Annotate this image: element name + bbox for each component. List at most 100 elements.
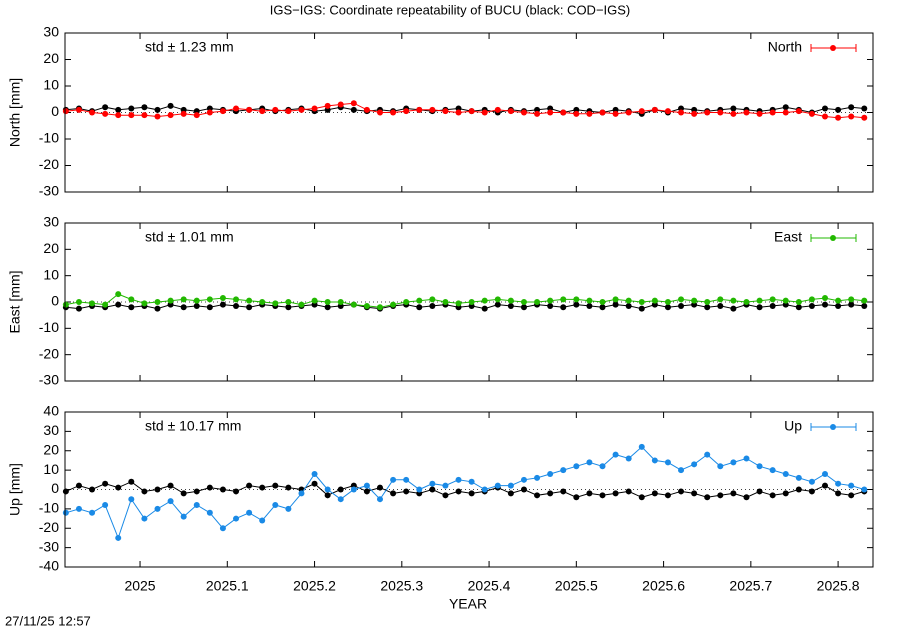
data-point — [337, 486, 344, 493]
data-point — [638, 494, 645, 501]
data-point — [337, 496, 344, 503]
data-point — [717, 492, 724, 499]
data-point — [468, 108, 475, 115]
data-point — [350, 106, 357, 113]
data-point — [756, 488, 763, 495]
data-point — [468, 299, 475, 305]
data-point — [651, 297, 658, 304]
x-tick-label: 2025 — [124, 578, 155, 594]
data-point — [154, 486, 161, 493]
y-tick-label: -20 — [39, 156, 59, 172]
data-point — [848, 104, 855, 111]
data-point — [756, 463, 763, 470]
data-point — [62, 108, 69, 115]
data-point — [743, 299, 750, 305]
data-point — [743, 494, 750, 501]
data-point — [75, 299, 82, 305]
data-point — [664, 304, 671, 311]
data-point — [835, 302, 842, 309]
data-point — [311, 297, 318, 304]
data-point — [206, 484, 213, 491]
data-point — [141, 515, 148, 522]
data-point — [560, 296, 567, 303]
data-point — [717, 296, 724, 303]
data-point — [808, 302, 815, 309]
data-point — [272, 502, 279, 508]
x-tick-label: 2025.2 — [293, 578, 336, 594]
data-point — [128, 496, 135, 503]
x-tick-label: 2025.4 — [468, 578, 511, 594]
y-tick-label: -20 — [39, 345, 59, 361]
y-tick-label: 30 — [43, 422, 59, 438]
data-point — [442, 482, 449, 489]
y-tick-label: -20 — [39, 519, 59, 535]
data-point — [625, 109, 632, 116]
y-tick-label: 10 — [43, 77, 59, 93]
data-point — [154, 505, 161, 512]
data-point — [586, 302, 593, 309]
data-point — [625, 302, 632, 309]
data-point — [115, 106, 122, 113]
data-point — [586, 110, 593, 117]
data-point — [115, 534, 122, 541]
data-point — [625, 455, 632, 462]
y-tick-label: -30 — [39, 183, 59, 199]
data-point — [586, 297, 593, 304]
data-point — [219, 525, 226, 532]
data-point — [429, 106, 436, 113]
data-point — [363, 488, 370, 495]
data-point — [403, 299, 410, 305]
data-point — [664, 108, 671, 115]
data-point — [102, 110, 109, 117]
data-point — [89, 300, 96, 307]
data-point — [822, 295, 829, 302]
data-point — [861, 486, 868, 493]
data-point — [822, 105, 829, 112]
data-point — [272, 106, 279, 113]
data-point — [311, 105, 318, 112]
annotation: std ± 10.17 mm — [145, 418, 241, 434]
data-point — [455, 109, 462, 116]
y-tick-label: -10 — [39, 319, 59, 335]
data-point — [808, 488, 815, 495]
data-point — [311, 471, 318, 477]
data-point — [822, 482, 829, 489]
x-tick-label: 2025.1 — [206, 578, 249, 594]
data-point — [115, 291, 122, 298]
data-point — [769, 296, 776, 303]
legend-label: East — [774, 229, 802, 245]
data-point — [154, 106, 161, 113]
data-point — [534, 474, 541, 481]
data-point — [599, 492, 606, 499]
data-point — [494, 482, 501, 489]
data-point — [573, 301, 580, 308]
data-point — [730, 105, 737, 112]
x-tick-label: 2025.6 — [642, 578, 685, 594]
data-point — [390, 301, 397, 308]
data-point — [403, 476, 410, 483]
data-point — [494, 106, 501, 113]
data-point — [285, 299, 292, 305]
data-point — [246, 297, 253, 304]
data-point — [520, 299, 527, 305]
data-point — [835, 114, 842, 121]
data-point — [298, 490, 305, 497]
y-axis-label: East [mm] — [7, 270, 23, 333]
data-point — [520, 109, 527, 116]
data-point — [795, 304, 802, 311]
data-point — [154, 305, 161, 312]
data-point — [808, 296, 815, 303]
data-point — [534, 492, 541, 499]
data-point — [376, 109, 383, 116]
data-point — [743, 109, 750, 116]
data-point — [246, 106, 253, 113]
data-point — [717, 109, 724, 116]
data-point — [678, 467, 685, 474]
data-point — [233, 296, 240, 303]
data-point — [599, 299, 606, 305]
data-point — [141, 488, 148, 495]
data-point — [835, 297, 842, 304]
data-point — [233, 302, 240, 309]
data-point — [848, 492, 855, 499]
data-point — [822, 113, 829, 120]
